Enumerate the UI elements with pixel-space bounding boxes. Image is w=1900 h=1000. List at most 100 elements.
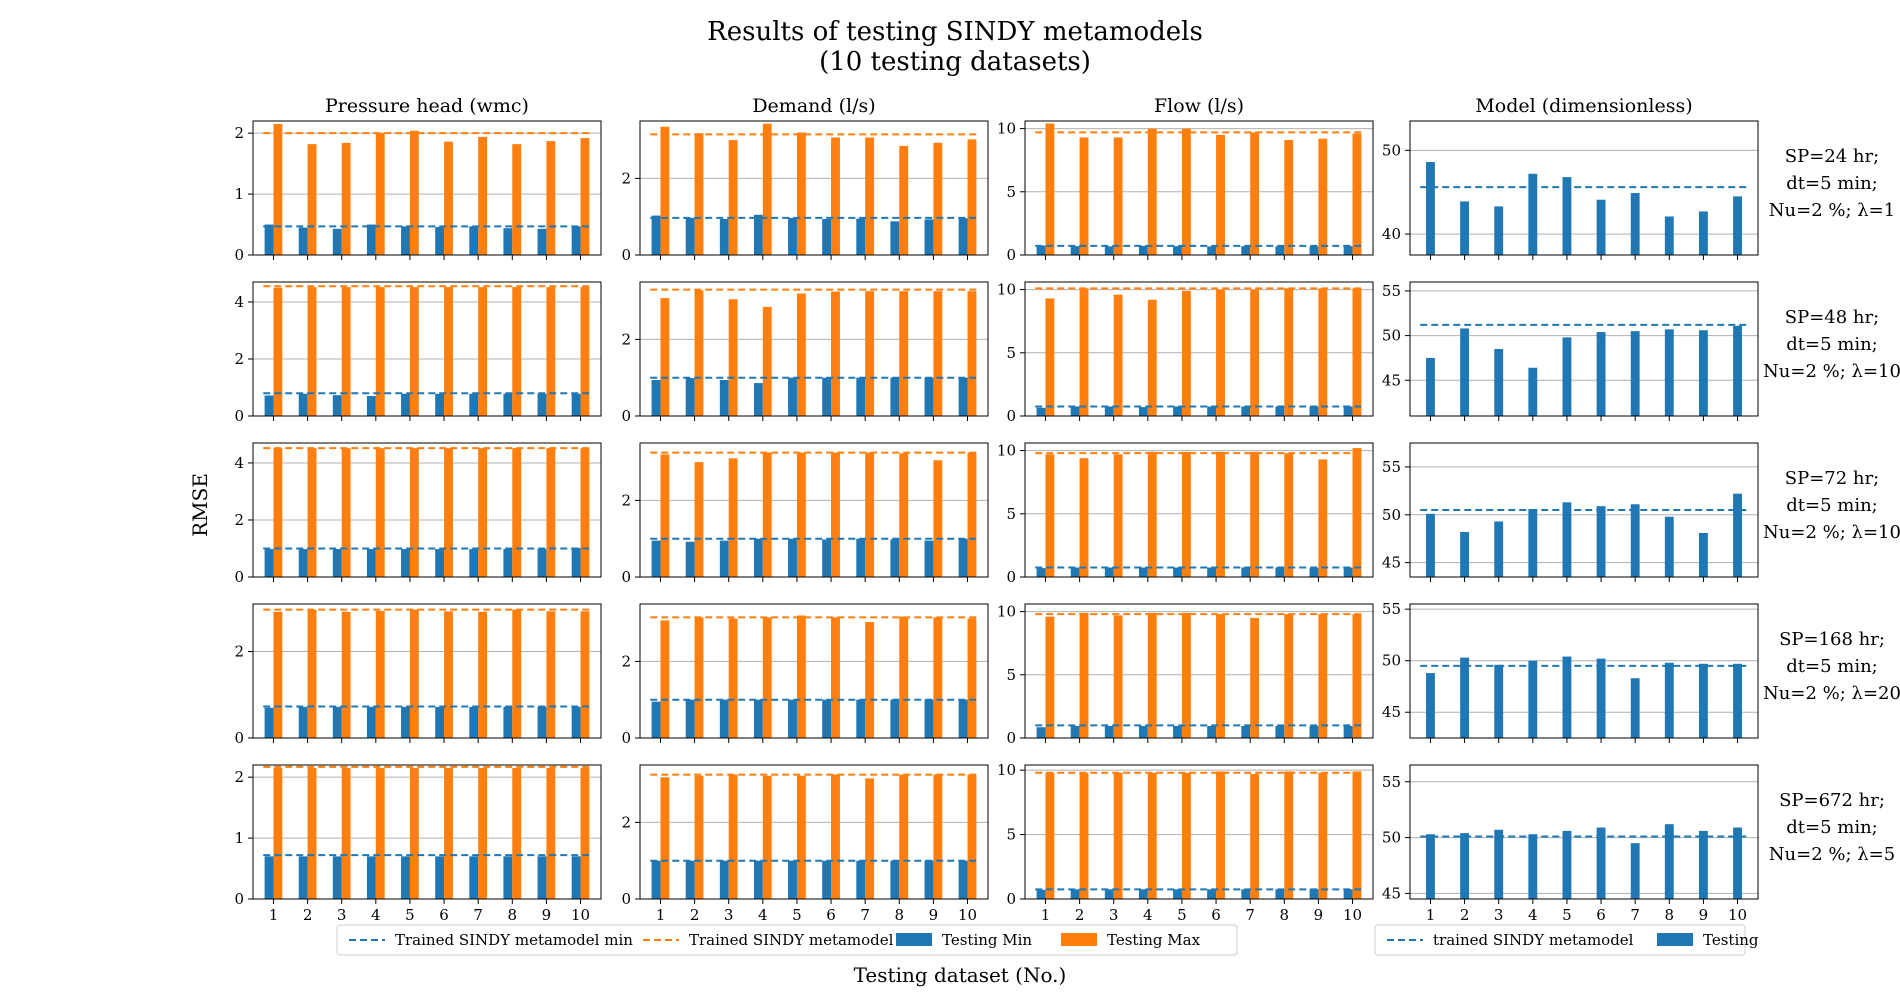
bar-testing-max-2: Testing Max: 3.15 [694, 617, 704, 738]
x-tick-label: 9 [542, 906, 552, 924]
bar-testing-max-7: Testing Max: 9.9 [1250, 451, 1260, 577]
bar-testing-min-8: Testing Min: 0.75 [1275, 889, 1285, 899]
bar-testing-max-2: Testing Max: 9.3 [1079, 137, 1089, 255]
bar-testing-max-4: Testing Max: 3.25 [762, 452, 772, 577]
bar-testing-max-6: Testing Max: 2.15 [444, 768, 453, 899]
y-tick-label: 5 [1006, 505, 1016, 523]
x-tick-label: 8 [1665, 906, 1675, 924]
bar-testing-9: Testing: 50.6 [1698, 330, 1708, 416]
bar-testing-max-8: Testing Max: 10.1 [1284, 288, 1294, 416]
y-axis-label: RMSE [188, 473, 212, 537]
legend-patch-swatch [1061, 933, 1097, 946]
x-tick-label: 2 [1460, 906, 1470, 924]
bar-testing-min-6: Testing Min: 1 [822, 699, 832, 738]
bar-testing-min-6: Testing Min: 0.75 [1207, 406, 1217, 416]
bar-testing-min-9: Testing Min: 0.43 [537, 228, 547, 255]
y-tick-label: 2 [621, 330, 631, 348]
bar-testing-min-9: Testing Min: 0.75 [1309, 889, 1319, 899]
bar-testing-min-3: Testing Min: 0.94 [719, 219, 729, 255]
bar-testing-max-10: Testing Max: 3.25 [967, 774, 977, 899]
bar-testing-min-5: Testing Min: 1 [788, 377, 797, 416]
y-tick-label: 0 [234, 729, 244, 747]
row-label-1-line-2: dt=5 min; [1786, 173, 1878, 194]
y-tick-label: 10 [997, 281, 1016, 299]
bar-testing-8: Testing: 42.1 [1664, 216, 1674, 255]
bar-testing-5: Testing: 49.8 [1562, 337, 1572, 416]
bar-testing-min-5: Testing Min: 0.78 [401, 393, 410, 416]
bar-testing-max-6: Testing Max: 9.8 [1216, 614, 1225, 738]
bar-testing-10: Testing: 52.2 [1733, 493, 1742, 577]
bar-testing-max-5: Testing Max: 9.9 [1181, 290, 1191, 416]
bar-testing-min-4: Testing Min: 0.95 [1138, 725, 1148, 738]
bar-testing-min-6: Testing Min: 0.75 [1207, 567, 1217, 577]
bar-testing-min-2: Testing Min: 0.97 [685, 217, 695, 255]
x-tick-label: 6 [439, 906, 449, 924]
y-tick-label: 1 [234, 829, 244, 847]
bar-testing-max-4: Testing Max: 4.52 [375, 287, 385, 416]
bar-testing-min-5: Testing Min: 0.75 [1173, 889, 1182, 899]
bar-testing-min-1: Testing Min: 0.7 [264, 856, 274, 899]
bar-testing-min-8: Testing Min: 1 [890, 377, 900, 416]
bar-testing-min-8: Testing Min: 0.68 [1275, 246, 1285, 255]
bar-testing-max-2: Testing Max: 2.97 [307, 609, 317, 738]
axes-frame [252, 603, 602, 739]
bar-testing-max-2: Testing Max: 3.18 [694, 133, 704, 255]
bar-testing-max-4: Testing Max: 3.43 [762, 123, 772, 256]
bar-testing-max-10: Testing Max: 2.15 [580, 768, 590, 899]
bar-testing-max-2: Testing Max: 4.52 [307, 287, 317, 416]
y-tick-label: 0 [1006, 729, 1016, 747]
bar-testing-max-1: Testing Max: 9.6 [1045, 616, 1055, 738]
y-tick-label: 50 [1382, 327, 1401, 345]
bar-testing-min-10: Testing Min: 1 [958, 377, 968, 416]
column-title-4: Model (dimensionless) [1475, 95, 1692, 117]
bar-testing-min-6: Testing Min: 0.46 [435, 226, 445, 255]
bar-testing-min-10: Testing Min: 1.02 [571, 547, 581, 577]
bar-testing-4: Testing: 50.3 [1528, 834, 1538, 899]
y-tick-label: 2 [234, 511, 244, 529]
bar-testing-min-2: Testing Min: 0.72 [298, 706, 308, 738]
bar-testing-6: Testing: 44.1 [1596, 199, 1606, 255]
bar-testing-max-6: Testing Max: 3.15 [831, 617, 840, 738]
bar-testing-2: Testing: 43.9 [1460, 201, 1470, 255]
bar-testing-2: Testing: 48.2 [1460, 532, 1470, 577]
bar-testing-min-9: Testing Min: 0.95 [924, 540, 934, 577]
bar-testing-min-6: Testing Min: 1 [822, 860, 832, 899]
bar-testing-max-4: Testing Max: 3.22 [762, 775, 772, 899]
bar-testing-min-1: Testing Min: 0.5 [264, 224, 274, 255]
row-labels: SP=24 hr; dt=5 min; Nu=2 %; λ=1 SP=48 hr; dt… [1763, 146, 1900, 865]
bar-testing-min-1: Testing Min: 0.65 [1036, 407, 1046, 416]
bar-testing-min-6: Testing Min: 0.94 [822, 219, 832, 255]
bar-testing-min-10: Testing Min: 0.75 [1343, 567, 1353, 577]
bar-testing-max-1: Testing Max: 9.8 [1045, 772, 1055, 899]
bar-testing-max-6: Testing Max: 3.25 [831, 452, 840, 577]
bar-testing-min-2: Testing Min: 0.7 [1070, 246, 1080, 255]
bar-testing-max-3: Testing Max: 2.15 [341, 768, 351, 899]
bar-testing-min-5: Testing Min: 0.47 [401, 226, 410, 255]
y-tick-label: 50 [1382, 506, 1401, 524]
bar-testing-max-3: Testing Max: 2.92 [341, 611, 351, 738]
y-tick-label: 45 [1382, 371, 1401, 389]
bar-testing-min-10: Testing Min: 0.78 [571, 393, 581, 416]
x-tick-label: 2 [1075, 906, 1085, 924]
y-tick-label: 50 [1382, 141, 1401, 159]
bar-testing-min-3: Testing Min: 0.72 [332, 706, 342, 738]
bar-testing-max-2: Testing Max: 3.28 [694, 290, 704, 416]
y-tick-label: 55 [1382, 458, 1401, 476]
bar-testing-min-7: Testing Min: 0.72 [469, 706, 479, 738]
bar-testing-min-9: Testing Min: 0.78 [537, 393, 547, 416]
bar-testing-max-1: Testing Max: 3.07 [660, 620, 670, 738]
bar-testing-max-10: Testing Max: 2.93 [580, 611, 590, 738]
bar-testing-min-7: Testing Min: 0.75 [1241, 406, 1251, 416]
bar-testing-10: Testing: 44.5 [1733, 196, 1742, 255]
bar-testing-min-7: Testing Min: 1 [856, 538, 866, 577]
subplot-r3-c1: Testing Min: 0.98Testing Min: 0.98Testin… [234, 442, 602, 586]
y-tick-label: 0 [621, 568, 631, 586]
bar-testing-max-9: Testing Max: 3.15 [933, 617, 943, 738]
legend-frame [336, 924, 1238, 956]
bar-testing-min-7: Testing Min: 0.95 [856, 218, 866, 255]
bar-testing-min-7: Testing Min: 0.47 [469, 226, 479, 255]
bar-testing-5: Testing: 50.4 [1562, 656, 1572, 738]
bar-testing-min-1: Testing Min: 1 [651, 860, 661, 899]
row-label-2-line-3: Nu=2 %; λ=10 [1763, 361, 1900, 382]
x-tick-label: 5 [792, 906, 802, 924]
